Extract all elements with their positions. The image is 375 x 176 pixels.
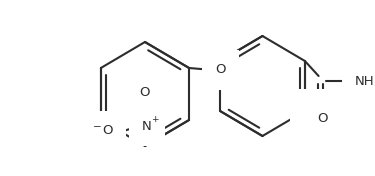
Text: −: − — [93, 122, 101, 132]
Text: O: O — [140, 86, 150, 99]
Text: N: N — [142, 120, 152, 133]
Text: O: O — [215, 64, 226, 77]
Text: N: N — [303, 102, 313, 115]
Text: O: O — [102, 124, 113, 137]
Text: O: O — [317, 112, 328, 125]
Text: +: + — [151, 115, 159, 124]
Text: NH: NH — [355, 76, 375, 89]
